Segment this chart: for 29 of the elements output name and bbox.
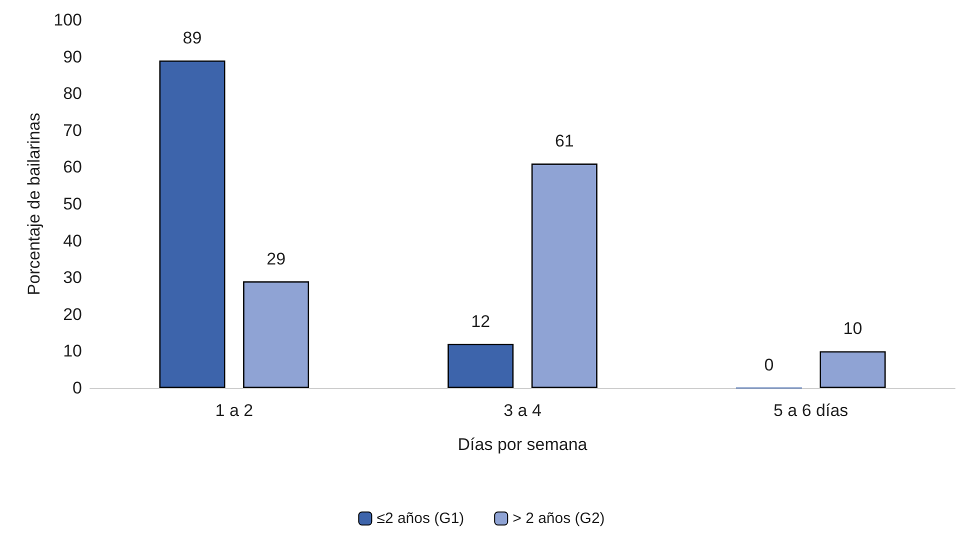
data-label: 12 [471,312,490,331]
y-tick-label: 40 [63,231,82,250]
y-tick-label: 90 [63,47,82,66]
y-tick-label: 20 [63,304,82,324]
bar [531,164,598,388]
data-label: 61 [554,132,574,151]
y-tick-label: 30 [63,268,82,288]
data-label: 0 [764,356,774,374]
y-tick-label: 50 [63,194,82,214]
legend-label: ≤2 años (G1) [376,510,464,527]
bar [159,60,226,388]
x-tick-label: 1 a 2 [215,401,254,420]
bar [243,281,310,388]
bar [820,351,886,388]
bar [448,344,514,388]
y-tick-label: 80 [63,84,82,104]
x-axis-title: Días por semana [458,435,588,454]
y-tick-label: 10 [63,342,82,361]
x-tick-label: 5 a 6 días [773,401,848,420]
y-tick-label: 70 [63,120,82,140]
data-label: 29 [266,249,286,268]
legend-label: > 2 años (G2) [512,510,605,527]
y-axis-title: Porcentaje de bailarinas [24,112,44,296]
y-tick-label: 0 [72,378,82,398]
x-tick-label: 3 a 4 [504,401,542,420]
data-label: 89 [182,28,202,48]
y-tick-label: 60 [63,158,82,177]
y-tick-label: 100 [54,10,82,30]
data-label: 10 [843,319,862,338]
